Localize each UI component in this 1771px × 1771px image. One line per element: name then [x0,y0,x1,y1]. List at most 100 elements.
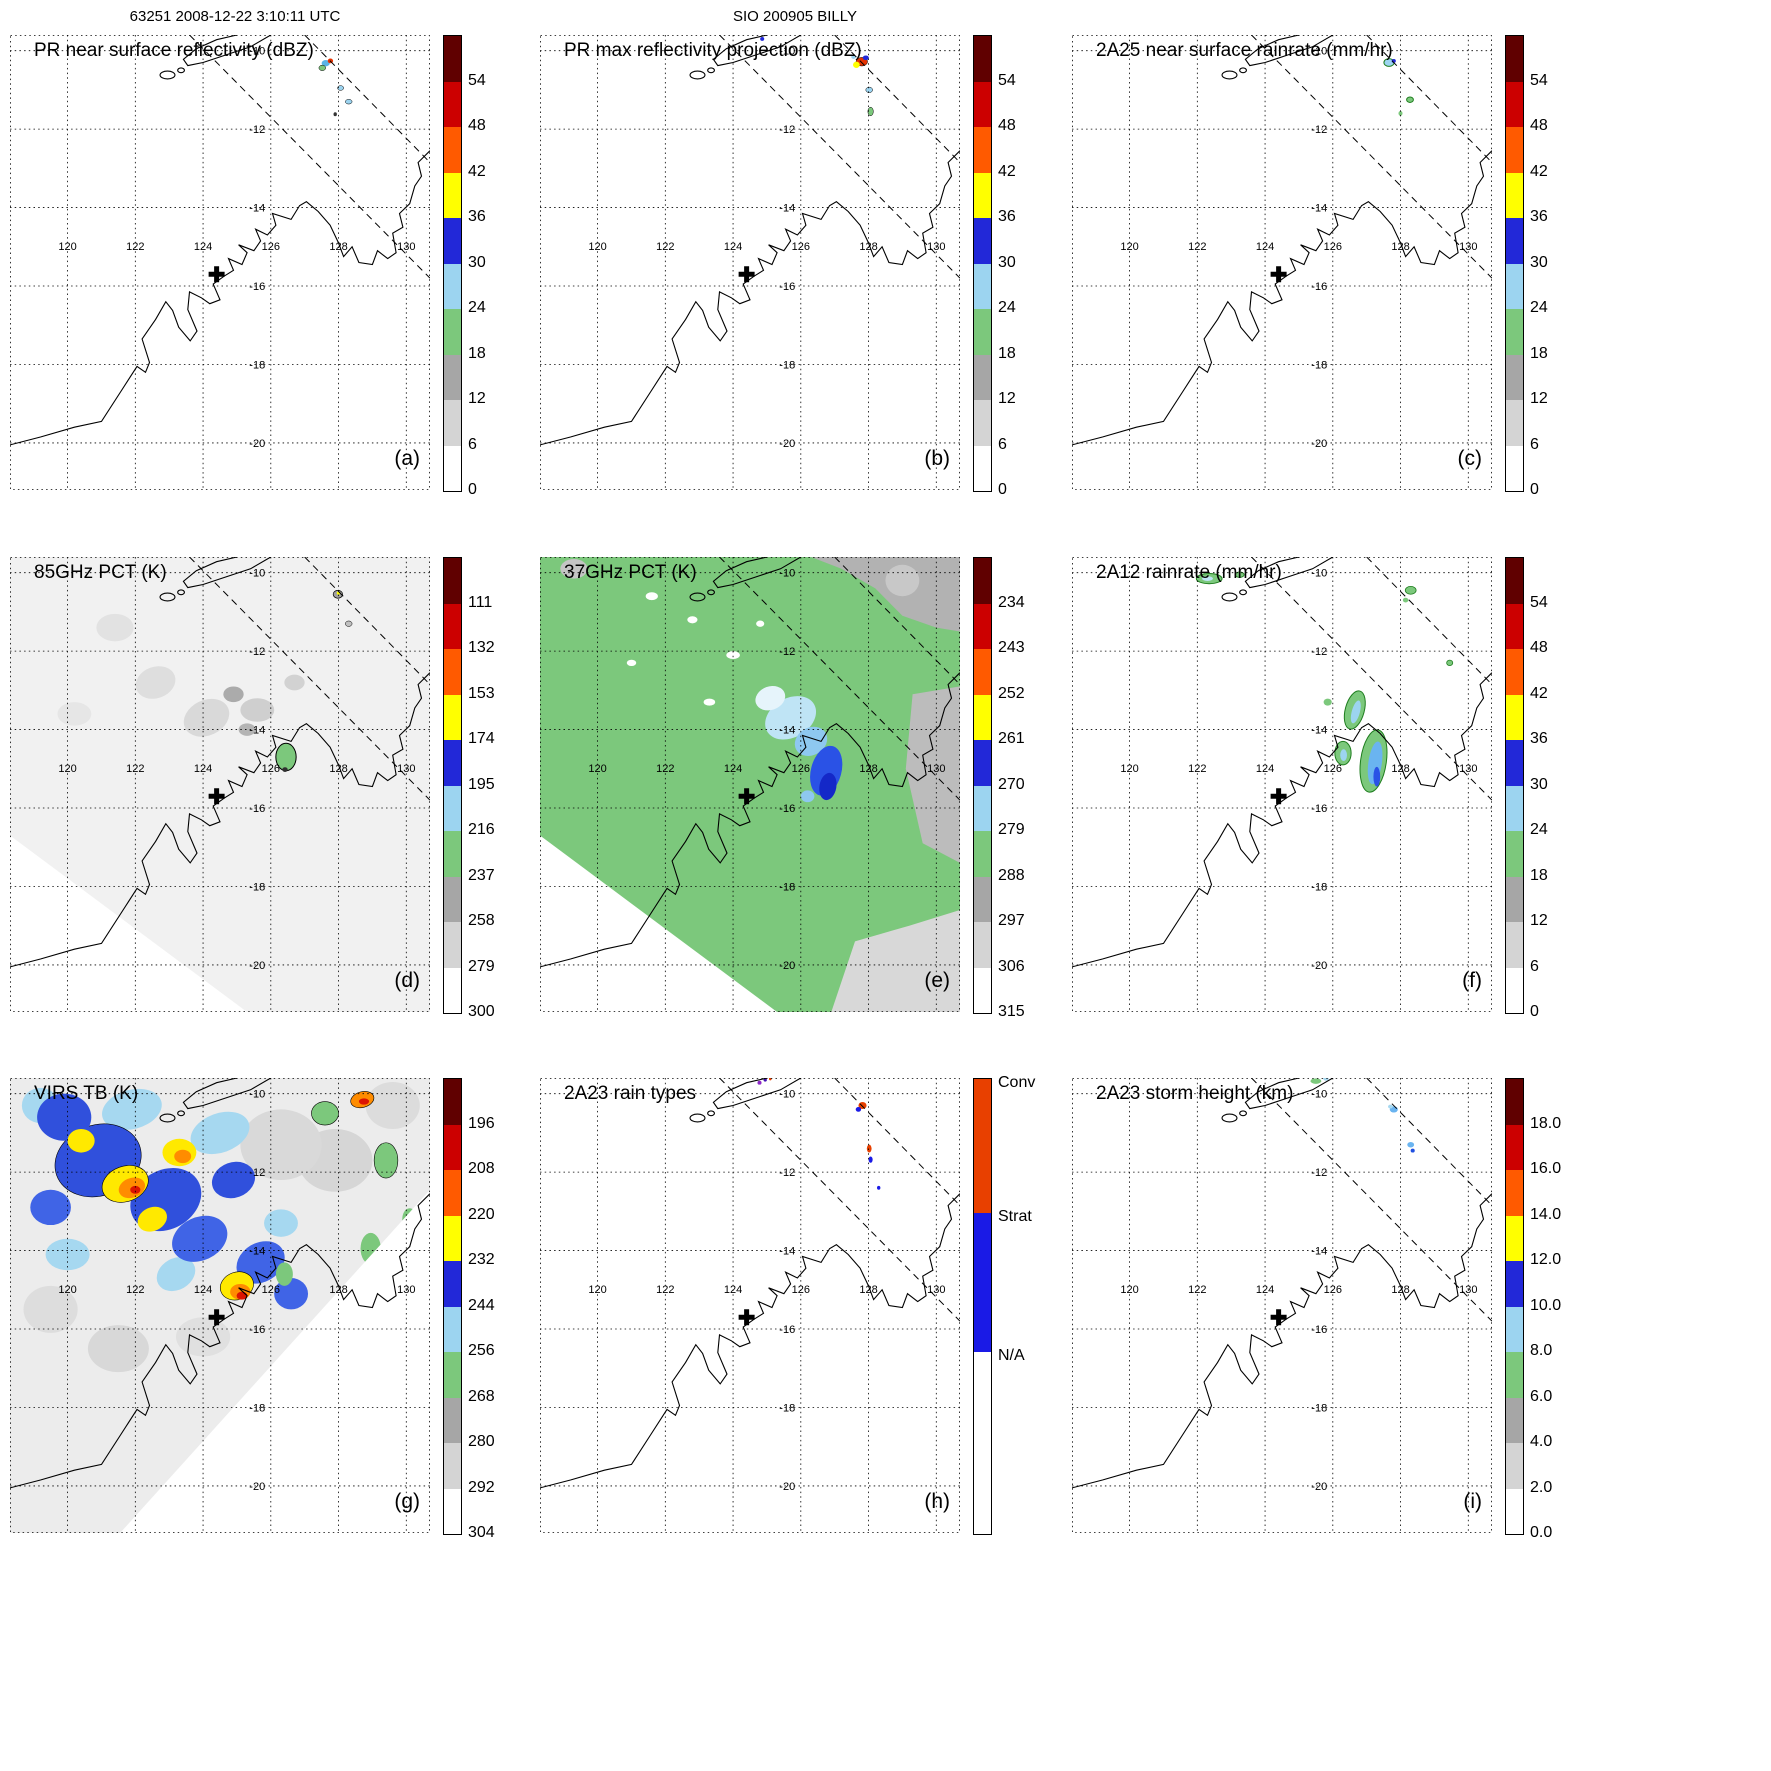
svg-text:-12: -12 [779,124,795,136]
panel-a: 120 122 124 126 128 130 -10 -12 -14 -16 -18 -20 PR … [10,35,595,555]
svg-text:-16: -16 [779,281,795,293]
map-canvas-b: 120 122 124 126 128 130 -10 -12 -14 -16 -18 -20 [540,35,960,490]
svg-text:-20: -20 [249,1481,265,1493]
svg-text:128: 128 [1391,241,1409,253]
svg-text:124: 124 [1256,1284,1274,1296]
svg-text:-16: -16 [249,281,265,293]
svg-text:-14: -14 [249,1246,265,1258]
svg-text:-14: -14 [1311,725,1327,737]
svg-text:-12: -12 [779,1167,795,1179]
svg-text:126: 126 [792,241,810,253]
svg-text:-14: -14 [249,203,265,215]
svg-text:128: 128 [329,1284,347,1296]
svg-text:-18: -18 [779,1402,795,1414]
colorbar-i [1505,1078,1524,1535]
colorbar-labels-e: 234 243 252 261 270 279 288 297 306 315 [998,593,1025,1021]
map-canvas-g: 120 122 124 126 128 130 -10 -12 -14 -16 -18 -20 [10,1078,430,1533]
panel-h: 120 122 124 126 128 130 -10 -12 -14 -16 -18 -20 2A2… [540,1074,1125,1598]
svg-text:122: 122 [1188,763,1206,775]
svg-text:-10: -10 [249,1089,265,1101]
colorbar-b [973,35,992,492]
svg-text:-10: -10 [1311,46,1327,58]
map-canvas-f: 120 122 124 126 128 130 -10 -12 -14 -16 -18 -20 [1072,557,1492,1012]
svg-text:126: 126 [262,241,280,253]
svg-text:120: 120 [58,241,76,253]
panel-letter-e: (e) [924,969,950,992]
svg-text:-20: -20 [1311,960,1327,972]
svg-text:-12: -12 [249,1167,265,1179]
colorbar-d [443,557,462,1014]
svg-text:122: 122 [656,1284,674,1296]
map-canvas-h: 120 122 124 126 128 130 -10 -12 -14 -16 -18 -20 [540,1078,960,1533]
svg-text:126: 126 [262,763,280,775]
svg-text:130: 130 [927,763,945,775]
svg-text:128: 128 [1391,763,1409,775]
svg-text:120: 120 [588,763,606,775]
svg-text:128: 128 [329,241,347,253]
panel-letter-d: (d) [394,969,420,992]
colorbar-h [973,1078,992,1535]
panel-letter-a: (a) [394,447,420,470]
svg-text:-12: -12 [779,646,795,658]
svg-text:130: 130 [397,763,415,775]
svg-text:120: 120 [588,1284,606,1296]
svg-text:130: 130 [1459,1284,1477,1296]
svg-text:-16: -16 [249,1324,265,1336]
svg-text:128: 128 [859,1284,877,1296]
panel-title-b: PR max reflectivity projection (dBZ) [564,40,862,61]
svg-text:126: 126 [792,763,810,775]
svg-text:120: 120 [1120,1284,1138,1296]
svg-text:122: 122 [656,241,674,253]
panel-b: 120 122 124 126 128 130 -10 -12 -14 -16 -18 -20 PR … [540,35,1125,555]
colorbar-f [1505,557,1524,1014]
panel-f: 120 122 124 126 128 130 -10 -12 -14 -16 -18 -20 2A1… [1072,557,1657,1077]
colorbar-labels-c: 54 48 42 36 30 24 18 12 6 0 [1530,71,1548,499]
svg-text:-16: -16 [1311,803,1327,815]
svg-text:-14: -14 [779,1246,795,1258]
svg-text:-12: -12 [249,646,265,658]
svg-text:-10: -10 [779,1089,795,1101]
svg-text:-10: -10 [1311,568,1327,580]
panel-letter-i: (i) [1463,1490,1482,1513]
panel-title-a: PR near surface reflectivity (dBZ) [34,40,314,61]
map-canvas-e: 120 122 124 126 128 130 -10 -12 -14 -16 -18 -20 [540,557,960,1012]
map-canvas-d: 120 122 124 126 128 130 -10 -12 -14 -16 -18 -20 [10,557,430,1012]
colorbar-labels-g: 196 208 220 232 244 256 268 280 292 304 [468,1114,495,1542]
svg-text:-10: -10 [779,46,795,58]
svg-text:120: 120 [1120,241,1138,253]
svg-text:128: 128 [859,241,877,253]
storm-id-label: SIO 200905 BILLY [733,8,857,25]
colorbar-a [443,35,462,492]
panel-g: 120 122 124 126 128 130 -10 -12 -14 -16 -18 -20 VIR… [10,1078,595,1598]
panel-title-h: 2A23 rain types [564,1083,697,1104]
svg-text:126: 126 [262,1284,280,1296]
svg-text:-16: -16 [1311,1324,1327,1336]
svg-text:-10: -10 [1311,1089,1327,1101]
svg-text:-14: -14 [779,725,795,737]
figure-timestamp: 63251 2008-12-22 3:10:11 UTC [129,8,341,25]
svg-text:-18: -18 [249,359,265,371]
panel-title-f: 2A12 rainrate (mm/hr) [1096,562,1282,583]
panel-letter-f: (f) [1462,969,1482,992]
svg-text:122: 122 [1188,241,1206,253]
map-canvas-c: 120 122 124 126 128 130 -10 -12 -14 -16 -18 -20 [1072,35,1492,490]
svg-text:-14: -14 [779,203,795,215]
svg-text:130: 130 [397,1284,415,1296]
svg-text:130: 130 [1459,763,1477,775]
svg-text:-14: -14 [1311,203,1327,215]
svg-text:126: 126 [1324,1284,1342,1296]
svg-text:-20: -20 [1311,1481,1327,1493]
panel-title-e: 37GHz PCT (K) [564,562,697,583]
svg-text:-10: -10 [249,568,265,580]
svg-text:120: 120 [1120,763,1138,775]
svg-text:120: 120 [588,241,606,253]
svg-text:-16: -16 [779,803,795,815]
svg-text:130: 130 [927,241,945,253]
svg-text:120: 120 [58,763,76,775]
colorbar-labels-h: Conv Strat N/A [998,1074,1036,1364]
svg-text:-18: -18 [1311,881,1327,893]
svg-text:128: 128 [329,763,347,775]
svg-text:-20: -20 [779,438,795,450]
panel-letter-c: (c) [1457,447,1483,470]
